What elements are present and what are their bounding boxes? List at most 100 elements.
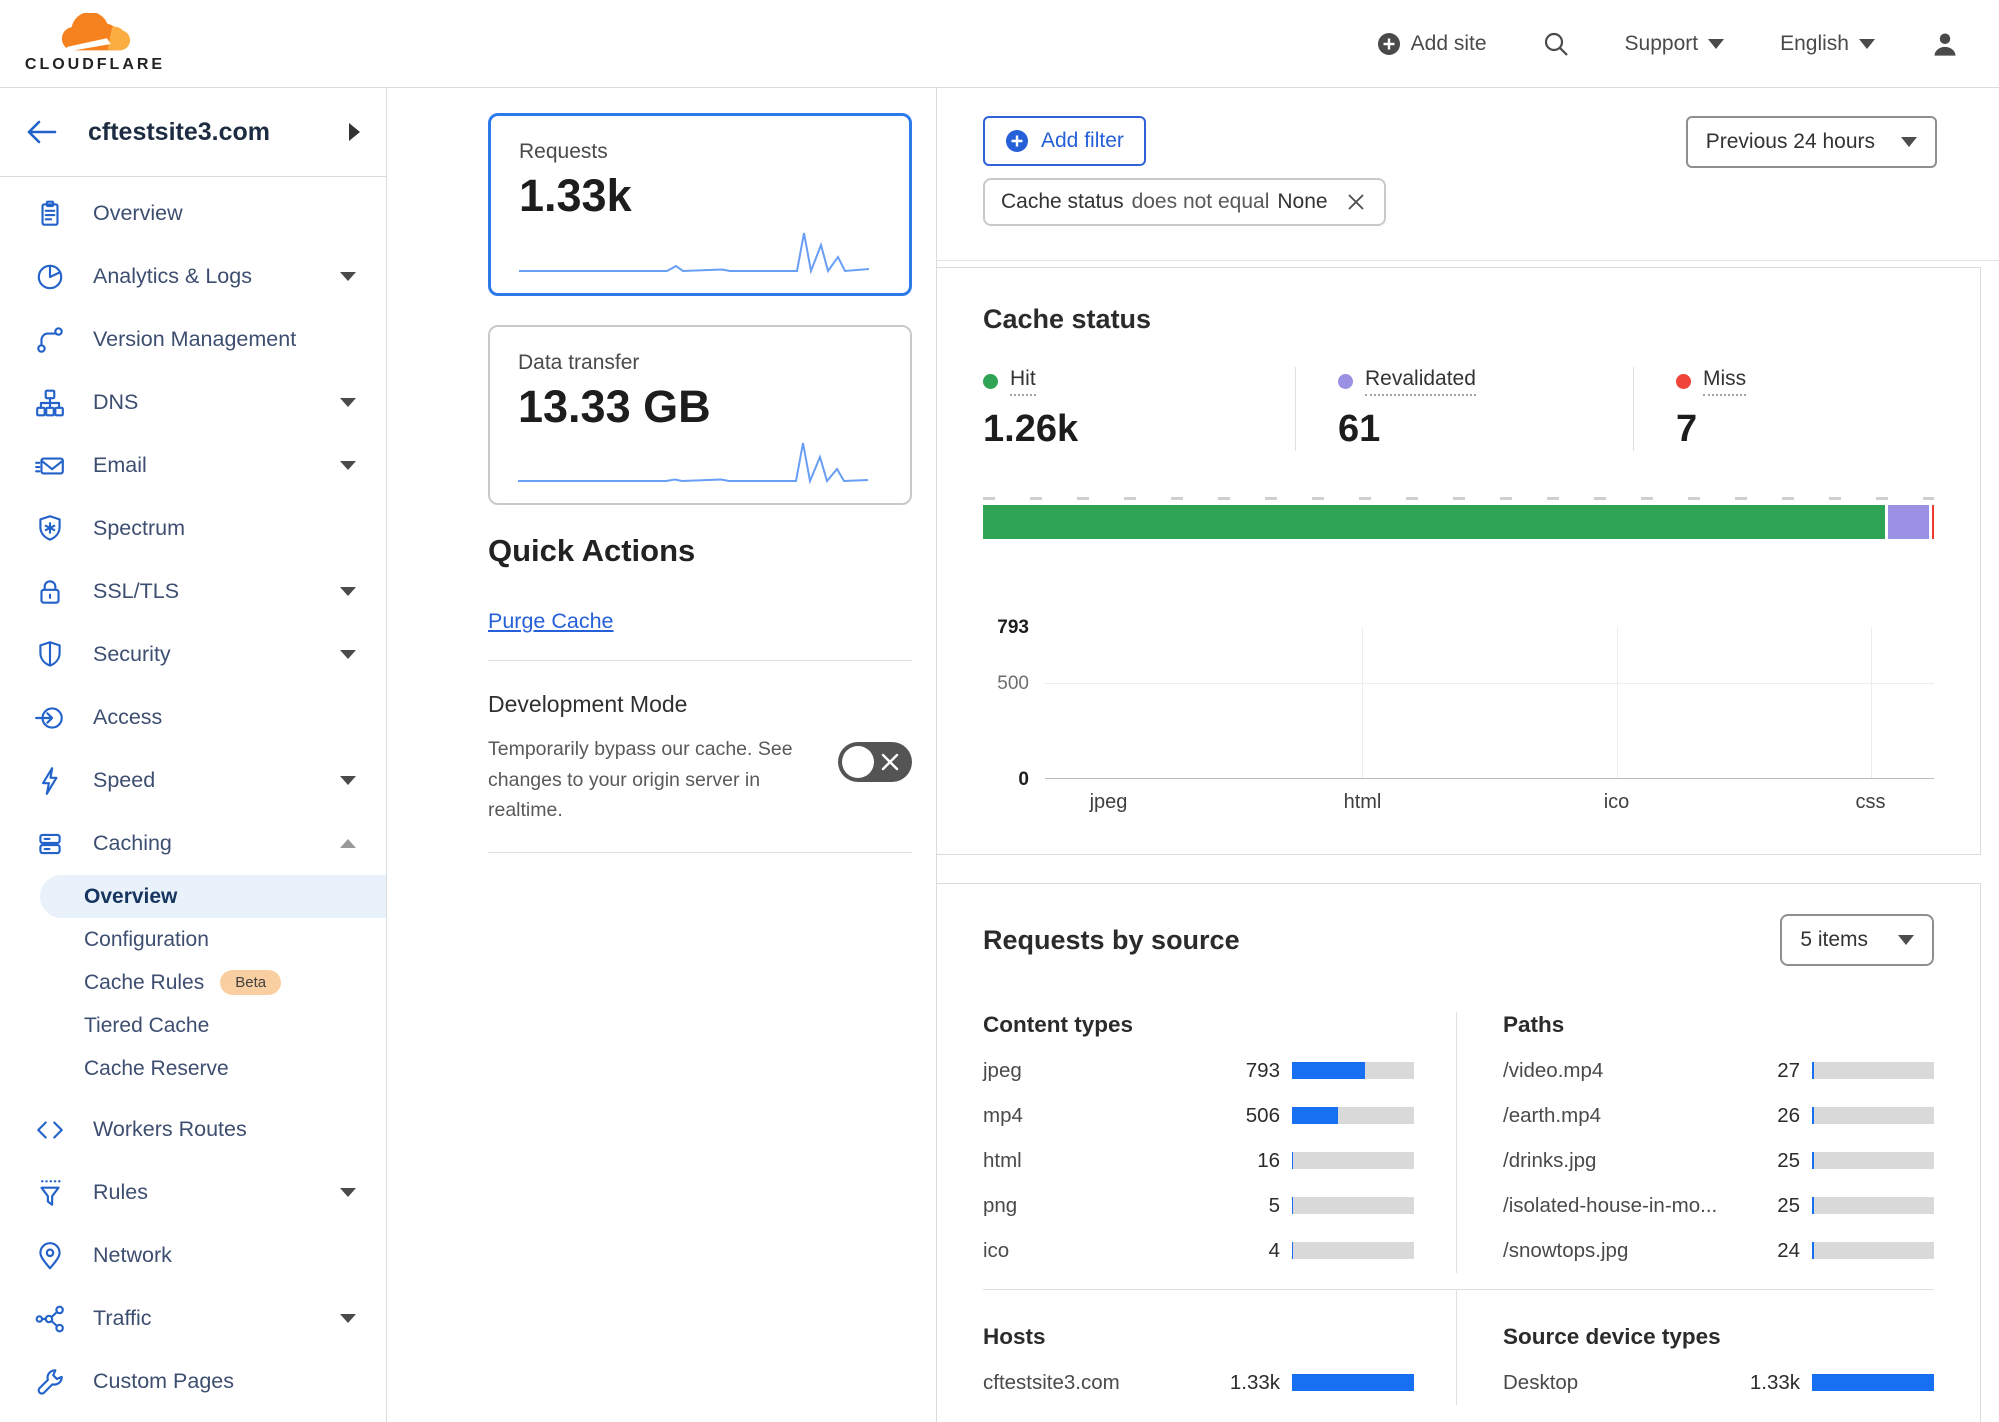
sidebar-item-analytics-logs[interactable]: Analytics & Logs bbox=[0, 245, 386, 308]
chevron-down-icon bbox=[340, 272, 356, 281]
list-item[interactable]: /isolated-house-in-mo... 25 bbox=[1503, 1183, 1934, 1228]
filter-chip-cache-status[interactable]: Cache status does not equal None bbox=[983, 178, 1386, 226]
sidebar-subitem-cache-reserve[interactable]: Cache Reserve bbox=[0, 1047, 386, 1090]
row-value: 26 bbox=[1777, 1103, 1800, 1127]
purge-cache-link[interactable]: Purge Cache bbox=[488, 609, 614, 633]
search-button[interactable] bbox=[1543, 31, 1569, 57]
requests-metric-card[interactable]: Requests 1.33k bbox=[488, 113, 912, 296]
divider bbox=[937, 260, 1999, 261]
language-label: English bbox=[1780, 31, 1849, 55]
back-arrow-icon[interactable] bbox=[26, 118, 58, 146]
list-item[interactable]: html 16 bbox=[983, 1138, 1414, 1183]
revalidated-label[interactable]: Revalidated bbox=[1365, 367, 1476, 396]
list-item[interactable]: /video.mp4 27 bbox=[1503, 1048, 1934, 1093]
sidebar-item-ssl-tls[interactable]: SSL/TLS bbox=[0, 560, 386, 623]
pie-chart-icon bbox=[37, 264, 63, 289]
clipboard-icon bbox=[41, 200, 59, 226]
list-item[interactable]: Desktop 1.33k bbox=[1503, 1360, 1934, 1405]
sidebar-item-dns[interactable]: DNS bbox=[0, 371, 386, 434]
row-value: 24 bbox=[1777, 1238, 1800, 1262]
list-item[interactable]: /earth.mp4 26 bbox=[1503, 1093, 1934, 1138]
share-nodes-icon bbox=[35, 1305, 64, 1332]
content-types-column: Content types jpeg 793 mp4 506 bbox=[983, 1012, 1456, 1273]
row-label: ico bbox=[983, 1238, 1010, 1262]
time-range-value: Previous 24 hours bbox=[1705, 130, 1875, 153]
gridline bbox=[1045, 683, 1934, 684]
stacked-segment-revalidated[interactable] bbox=[1885, 505, 1929, 539]
account-button[interactable] bbox=[1931, 30, 1959, 58]
row-value: 1.33k bbox=[1749, 1370, 1800, 1394]
cache-status-stacked-bar bbox=[983, 505, 1934, 539]
logo-wordmark: CLOUDFLARE bbox=[24, 56, 166, 73]
sidebar-item-label: Speed bbox=[93, 768, 156, 792]
language-menu[interactable]: English bbox=[1780, 32, 1875, 56]
sidebar-item-label: Version Management bbox=[93, 327, 297, 351]
remove-filter-button[interactable] bbox=[1344, 190, 1368, 214]
close-icon bbox=[1347, 194, 1364, 210]
time-range-select[interactable]: Previous 24 hours bbox=[1685, 116, 1937, 168]
row-bar bbox=[1812, 1374, 1934, 1391]
list-item[interactable]: png 5 bbox=[983, 1183, 1414, 1228]
list-item[interactable]: /snowtops.jpg 24 bbox=[1503, 1228, 1934, 1273]
chart-bars bbox=[1045, 627, 1934, 778]
sidebar-item-traffic[interactable]: Traffic bbox=[0, 1287, 386, 1350]
sidebar-item-speed[interactable]: Speed bbox=[0, 749, 386, 812]
sidebar-subitem-caching-overview[interactable]: Overview bbox=[40, 875, 386, 918]
development-mode-description: Temporarily bypass our cache. See change… bbox=[488, 738, 793, 822]
list-item[interactable]: ico 4 bbox=[983, 1228, 1414, 1273]
x-axis-tick: ico bbox=[1603, 791, 1630, 813]
list-item[interactable]: mp4 506 bbox=[983, 1093, 1414, 1138]
list-item[interactable]: cftestsite3.com 1.33k bbox=[983, 1360, 1414, 1405]
hit-label[interactable]: Hit bbox=[1010, 367, 1036, 396]
sidebar-item-label: Rules bbox=[93, 1180, 148, 1204]
support-menu[interactable]: Support bbox=[1625, 32, 1725, 56]
development-mode-toggle[interactable] bbox=[838, 742, 912, 782]
stat-hit: Hit 1.26k bbox=[983, 367, 1295, 451]
sidebar-item-version-management[interactable]: Version Management bbox=[0, 308, 386, 371]
sidebar-subitem-label: Cache Rules bbox=[84, 970, 205, 994]
row-value: 16 bbox=[1257, 1148, 1280, 1172]
sidebar-item-rules[interactable]: Rules bbox=[0, 1161, 386, 1224]
sidebar-item-security[interactable]: Security bbox=[0, 623, 386, 686]
sidebar-item-workers-routes[interactable]: Workers Routes bbox=[0, 1098, 386, 1161]
row-bar bbox=[1292, 1107, 1414, 1124]
data-transfer-value: 13.33 GB bbox=[518, 381, 711, 432]
sidebar-item-email[interactable]: Email bbox=[0, 434, 386, 497]
sidebar-item-custom-pages[interactable]: Custom Pages bbox=[0, 1350, 386, 1413]
chevron-down-icon bbox=[1901, 137, 1917, 147]
add-site-button[interactable]: Add site bbox=[1377, 32, 1487, 56]
quick-actions-section: Quick Actions Purge Cache Development Mo… bbox=[488, 533, 912, 853]
sidebar-subitem-tiered-cache[interactable]: Tiered Cache bbox=[0, 1004, 386, 1047]
chevron-down-icon bbox=[1898, 935, 1914, 945]
list-item[interactable]: /drinks.jpg 25 bbox=[1503, 1138, 1934, 1183]
items-count-select[interactable]: 5 items bbox=[1780, 914, 1934, 966]
cloudflare-logo[interactable]: CLOUDFLARE bbox=[20, 13, 170, 74]
sidebar-item-overview[interactable]: Overview bbox=[0, 182, 386, 245]
row-value: 506 bbox=[1245, 1103, 1280, 1127]
paths-title: Paths bbox=[1503, 1012, 1565, 1037]
sidebar-item-label: Spectrum bbox=[93, 516, 186, 540]
add-filter-button[interactable]: Add filter bbox=[983, 116, 1146, 166]
row-value: 5 bbox=[1268, 1193, 1280, 1217]
header-actions: Add site Support English bbox=[1377, 30, 1959, 58]
sidebar-subitem-cache-rules[interactable]: Cache Rules Beta bbox=[0, 961, 386, 1004]
stacked-segment-hit[interactable] bbox=[983, 505, 1886, 539]
sidebar-item-network[interactable]: Network bbox=[0, 1224, 386, 1287]
miss-label[interactable]: Miss bbox=[1703, 367, 1747, 396]
data-transfer-metric-card[interactable]: Data transfer 13.33 GB bbox=[488, 325, 912, 505]
sidebar-item-access[interactable]: Access bbox=[0, 686, 386, 749]
site-name: cftestsite3.com bbox=[88, 117, 271, 146]
sidebar-item-label: Caching bbox=[93, 831, 172, 855]
sidebar-subitem-configuration[interactable]: Configuration bbox=[0, 918, 386, 961]
list-item[interactable]: jpeg 793 bbox=[983, 1048, 1414, 1093]
sidebar-item-spectrum[interactable]: Spectrum bbox=[0, 497, 386, 560]
cache-status-title: Cache status bbox=[983, 304, 1152, 334]
sidebar-subitem-label: Cache Reserve bbox=[84, 1056, 229, 1080]
sidebar-subitem-label: Configuration bbox=[84, 927, 209, 951]
row-bar bbox=[1292, 1062, 1414, 1079]
sidebar-item-caching[interactable]: Caching bbox=[0, 812, 386, 875]
stacked-segment-miss[interactable] bbox=[1928, 505, 1934, 539]
chevron-right-icon[interactable] bbox=[349, 123, 360, 141]
miss-dot-icon bbox=[1676, 374, 1691, 389]
